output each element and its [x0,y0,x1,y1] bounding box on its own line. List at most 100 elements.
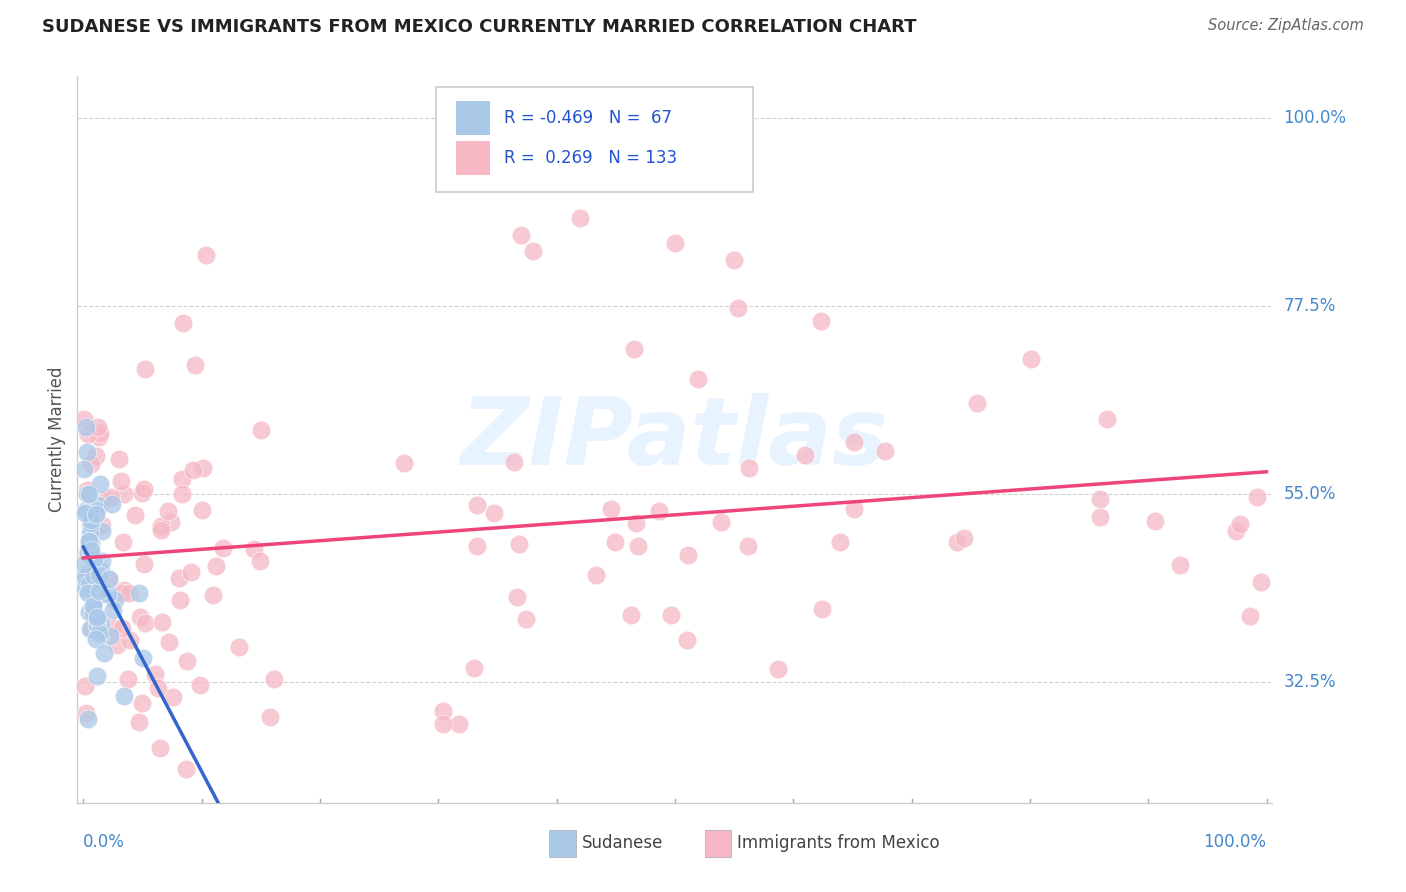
Point [89,568,111,582]
Point [112,487,135,501]
Point [79,525,101,540]
Point [392,456,415,470]
Point [90,615,112,630]
Point [432,717,454,731]
Point [966,396,988,410]
Point [132,651,155,665]
Point [768,662,790,676]
Point [243,541,266,556]
Point [149,518,172,533]
Point [86,498,108,512]
Point [75,569,97,583]
Point [508,537,530,551]
Point [77,577,100,591]
Point [148,681,170,696]
Point [174,762,197,776]
Bar [456,101,489,136]
Point [80,512,103,526]
Point [263,673,285,687]
Point [194,248,217,262]
Point [82,568,104,582]
Point [73,581,96,595]
Point [156,504,179,518]
Bar [704,830,731,857]
Point [98,572,121,586]
Point [110,474,132,488]
Point [1229,516,1251,531]
Point [101,603,124,617]
Point [117,672,139,686]
Point [727,301,749,315]
Point [83,571,105,585]
Point [80,516,103,530]
Point [502,455,524,469]
Point [794,448,817,462]
Point [91,517,114,532]
Point [83,611,105,625]
Point [522,244,544,259]
Point [515,612,537,626]
Point [828,535,851,549]
Text: 0.0%: 0.0% [83,833,125,851]
Point [124,508,146,522]
Point [1250,574,1272,589]
Text: SUDANESE VS IMMIGRANTS FROM MEXICO CURRENTLY MARRIED CORRELATION CHART: SUDANESE VS IMMIGRANTS FROM MEXICO CURRE… [42,18,917,36]
Point [75,679,97,693]
Point [183,463,205,477]
Text: 77.5%: 77.5% [1284,297,1336,315]
Point [80,577,103,591]
Point [482,507,505,521]
Point [170,472,193,486]
Point [104,593,127,607]
Point [73,569,96,583]
Point [159,515,181,529]
Point [77,534,100,549]
Point [114,582,136,597]
Point [75,706,97,720]
Point [191,503,214,517]
Point [465,498,488,512]
Point [737,539,759,553]
Point [80,519,103,533]
Point [89,425,111,440]
Y-axis label: Currently Married: Currently Married [48,367,66,512]
Point [110,621,132,635]
Point [624,516,647,530]
Point [79,622,101,636]
Point [86,618,108,632]
Point [132,558,155,572]
Point [1168,558,1191,572]
Point [810,314,832,328]
Point [686,372,709,386]
Point [80,507,103,521]
Point [134,616,156,631]
Point [118,633,141,648]
Point [149,523,172,537]
Point [75,506,97,520]
Point [90,524,112,539]
Point [84,449,107,463]
Point [449,717,471,731]
Point [111,534,134,549]
Point [259,710,281,724]
Point [676,633,699,648]
Point [86,618,108,632]
Point [172,487,194,501]
Point [205,558,228,573]
Point [76,577,98,591]
Point [77,585,100,599]
Point [1088,491,1111,506]
Point [585,568,607,582]
Point [77,712,100,726]
Point [250,423,273,437]
Point [79,516,101,531]
Text: 100.0%: 100.0% [1284,109,1347,127]
Point [190,678,212,692]
Point [82,599,104,613]
Point [73,462,96,476]
Point [1144,514,1167,528]
Bar [550,830,575,857]
Point [118,586,141,600]
Point [82,567,104,582]
Point [84,632,107,646]
